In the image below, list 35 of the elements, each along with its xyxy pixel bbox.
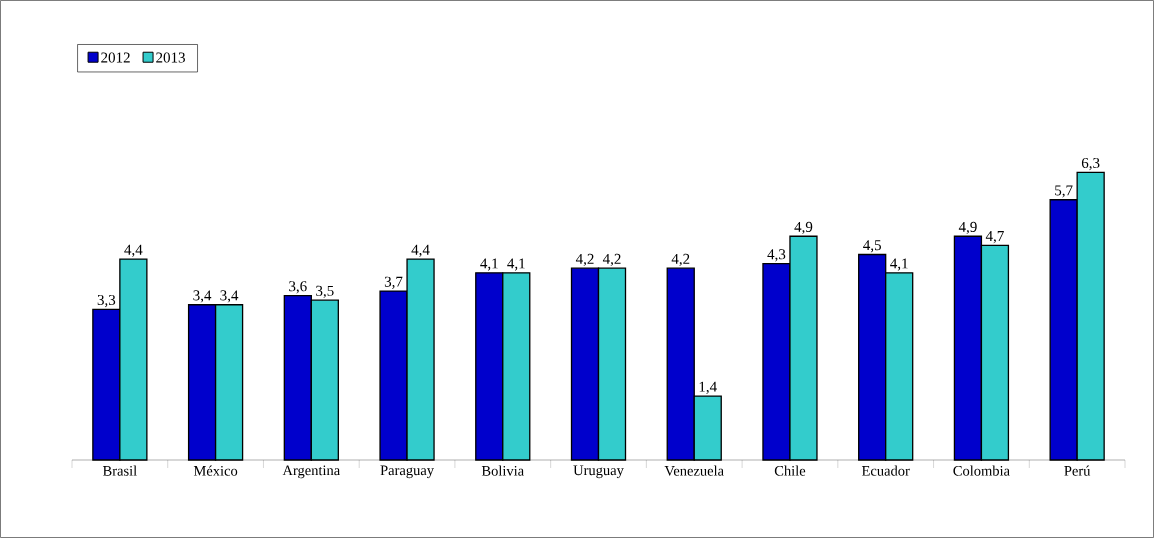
legend-label: 2013 (156, 52, 185, 63)
x-tick-label: Venezuela (664, 465, 724, 476)
x-tick-label: Argentina (282, 465, 340, 479)
data-label: 4,1 (480, 258, 498, 271)
x-tick-label: Brasil (102, 465, 137, 476)
data-label: 4,1 (507, 258, 525, 271)
x-tick-label: Perú (1064, 465, 1091, 476)
x-tick-label: México (193, 465, 238, 476)
data-label: 4,3 (767, 249, 786, 262)
data-label: 1,4 (699, 381, 717, 394)
legend-label: 2012 (101, 52, 130, 63)
data-label: 3,7 (384, 276, 403, 289)
x-tick-label: Bolivia (481, 465, 524, 476)
x-tick-label: Uruguay (573, 465, 624, 479)
data-label: 3,3 (97, 294, 116, 308)
data-label: 4,2 (575, 253, 594, 267)
data-label: 3,6 (289, 281, 307, 294)
data-label: 6,3 (1081, 157, 1100, 171)
data-label: 4,4 (411, 244, 430, 257)
x-tick-label: Paraguay (380, 465, 434, 479)
data-label: 4,2 (602, 253, 621, 267)
data-label: 3,5 (316, 285, 334, 299)
data-label: 4,2 (671, 253, 690, 267)
data-label: 3,4 (220, 290, 239, 303)
x-tick-label: Ecuador (861, 465, 910, 476)
data-label: 4,4 (124, 244, 143, 257)
data-label: 4,9 (958, 221, 977, 235)
x-tick-label: Colombia (953, 465, 1010, 476)
data-label: 5,7 (1055, 185, 1073, 198)
x-tick-label: Chile (774, 465, 806, 476)
data-label: 3,4 (193, 290, 212, 303)
data-label: 4,9 (794, 221, 813, 235)
data-label: 4,1 (890, 258, 908, 271)
data-label: 4,5 (863, 240, 881, 253)
data-label: 4,7 (985, 231, 1004, 244)
